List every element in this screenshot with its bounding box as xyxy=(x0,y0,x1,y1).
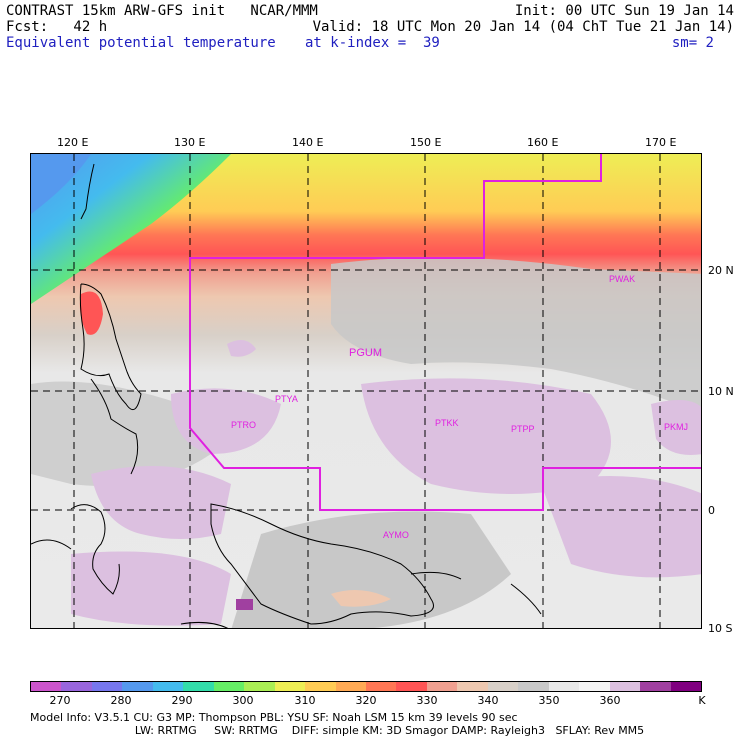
colorbar-swatch xyxy=(61,682,92,691)
model-info-line2: LW: RRTMG SW: RRTMG DIFF: simple KM: 3D … xyxy=(30,724,645,737)
colorbar-label: 330 xyxy=(416,694,438,707)
color-scale-bar xyxy=(30,681,702,692)
lat-label: 0 xyxy=(708,504,715,517)
lat-label: 10 S xyxy=(708,622,733,635)
lon-label: 120 E xyxy=(57,136,89,149)
colorbar-swatch xyxy=(365,682,397,691)
lon-label: 150 E xyxy=(410,136,442,149)
station-label: PGUM xyxy=(349,347,382,359)
station-label: PKMJ xyxy=(664,422,688,432)
coastlines xyxy=(31,163,542,628)
colorbar-swatch xyxy=(152,682,184,691)
colorbar-swatch xyxy=(640,682,671,691)
colorbar-label: 310 xyxy=(294,694,316,707)
colorbar-label: 340 xyxy=(477,694,499,707)
colorbar-swatch xyxy=(579,682,610,691)
colorbar-label: 270 xyxy=(49,694,71,707)
lon-label: 130 E xyxy=(174,136,206,149)
init-time: Init: 00 UTC Sun 19 Jan 14 xyxy=(514,3,734,19)
colorbar-unit: K xyxy=(698,694,706,707)
lat-label: 20 N xyxy=(708,264,734,277)
colorbar-swatch xyxy=(122,682,153,691)
colorbar-label: 350 xyxy=(538,694,560,707)
colorbar-swatch xyxy=(274,682,306,691)
colorbar-swatch xyxy=(670,682,701,691)
valid-time: Valid: 18 UTC Mon 20 Jan 14 (04 ChT Tue … xyxy=(312,19,734,35)
colorbar-label: 320 xyxy=(355,694,377,707)
station-label: PWAK xyxy=(609,274,635,284)
level-text: at k-index = 39 xyxy=(305,35,440,51)
colorbar-swatch xyxy=(31,682,62,691)
model-info-line1: Model Info: V3.5.1 CU: G3 MP: Thompson P… xyxy=(30,711,518,724)
lon-label: 160 E xyxy=(527,136,559,149)
colorbar-label: 290 xyxy=(171,694,193,707)
field-name: Equivalent potential temperature xyxy=(6,35,276,51)
colorbar-swatch xyxy=(396,682,427,691)
smoothing-text: sm= 2 xyxy=(671,35,714,51)
station-label: AYMO xyxy=(383,530,409,540)
colorbar-swatch xyxy=(609,682,641,691)
colorbar-swatch xyxy=(457,682,488,691)
station-label: PTPP xyxy=(511,424,535,434)
theta-e-field: PWAK PGUM PTYA PTRO PTKK PTPP PKMJ AYMO xyxy=(31,154,701,628)
map-panel: PWAK PGUM PTYA PTRO PTKK PTPP PKMJ AYMO xyxy=(30,153,702,629)
boundary-line xyxy=(189,154,701,511)
colorbar-label: 280 xyxy=(110,694,132,707)
colorbar-swatch xyxy=(426,682,458,691)
forecast-hour: Fcst: 42 h xyxy=(6,19,108,35)
colorbar-swatch xyxy=(518,682,549,691)
lon-label: 140 E xyxy=(292,136,324,149)
colorbar-swatch xyxy=(548,682,580,691)
colorbar-label: 360 xyxy=(599,694,621,707)
lat-label: 10 N xyxy=(708,385,734,398)
station-label: PTYA xyxy=(275,394,298,404)
colorbar-label: 300 xyxy=(232,694,254,707)
colorbar-swatch xyxy=(244,682,275,691)
lon-label: 170 E xyxy=(645,136,677,149)
colorbar-swatch xyxy=(335,682,366,691)
station-label: PTKK xyxy=(435,418,459,428)
colorbar-swatch xyxy=(91,682,123,691)
colorbar-swatch xyxy=(213,682,245,691)
colorbar-swatch xyxy=(305,682,336,691)
colorbar-swatch xyxy=(183,682,214,691)
colorbar-swatch xyxy=(487,682,519,691)
station-label: PTRO xyxy=(231,420,256,430)
model-title: CONTRAST 15km ARW-GFS init NCAR/MMM xyxy=(6,3,318,19)
